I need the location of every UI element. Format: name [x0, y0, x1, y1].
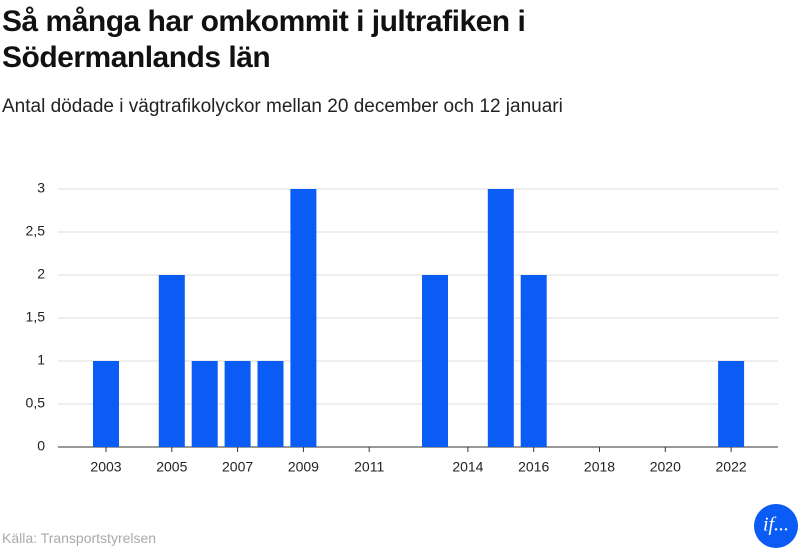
bar — [487, 189, 514, 447]
source: Källa: Transportstyrelsen — [2, 530, 157, 546]
bar — [520, 275, 547, 447]
x-tick-label: 2018 — [584, 459, 615, 475]
chart-title: Så många har omkommit i jultrafiken i Sö… — [2, 5, 526, 74]
x-tick-label: 2007 — [222, 459, 253, 475]
y-tick-label: 0 — [37, 438, 45, 454]
x-tick-label: 2011 — [354, 459, 384, 475]
y-tick-label: 1,5 — [26, 309, 46, 325]
logo-circle — [754, 504, 798, 548]
x-tick-label: 2009 — [288, 459, 319, 475]
x-tick-label: 2020 — [650, 459, 681, 475]
bar — [158, 275, 185, 447]
x-tick-label: 2016 — [518, 459, 549, 475]
bar — [93, 361, 119, 447]
bar — [224, 361, 251, 447]
x-tick-label: 2022 — [716, 459, 747, 475]
logo: if... — [763, 514, 789, 536]
bar — [257, 361, 284, 447]
y-tick-label: 1 — [37, 352, 45, 368]
bar — [718, 361, 745, 447]
bar — [422, 275, 448, 447]
x-tick-label: 2003 — [90, 459, 121, 475]
y-tick-label: 2 — [37, 266, 45, 282]
bar — [191, 361, 218, 447]
x-tick-label: 2014 — [452, 459, 483, 475]
x-tick-label: 2005 — [156, 459, 187, 475]
y-tick-label: 3 — [37, 180, 45, 196]
y-tick-label: 2,5 — [26, 223, 46, 239]
bar — [290, 189, 317, 447]
y-tick-label: 0,5 — [26, 395, 46, 411]
chart-subtitle: Antal dödade i vägtrafikolyckor mellan 2… — [2, 96, 563, 117]
